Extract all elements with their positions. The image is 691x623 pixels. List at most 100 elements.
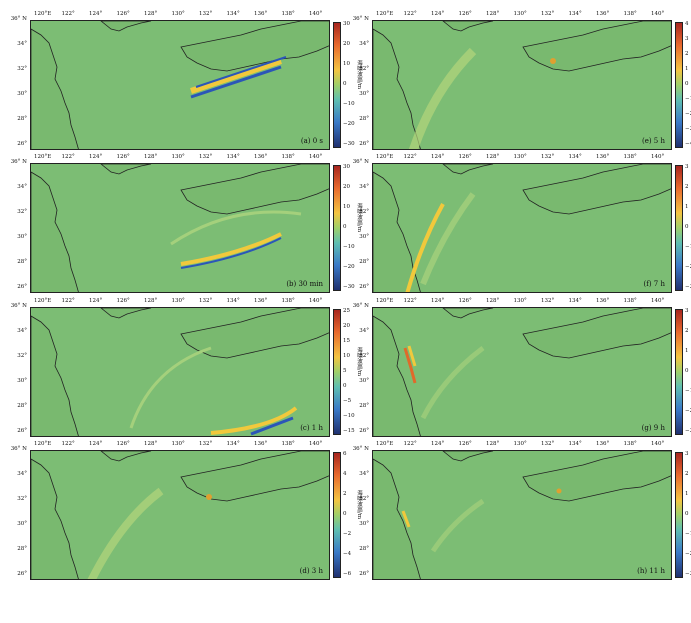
colorbar-tick: −3 bbox=[685, 571, 691, 577]
coastline-japan bbox=[100, 451, 329, 502]
colorbar-tick: 0 bbox=[343, 81, 347, 87]
colorbar-tick: 1 bbox=[685, 348, 689, 354]
colorbar-tick: −3 bbox=[685, 428, 691, 434]
map-panel: (a) 0 s bbox=[30, 20, 330, 150]
y-tick-label: 30° bbox=[17, 521, 27, 527]
x-tick-label: 126° bbox=[458, 441, 472, 447]
colorbar-tick: 10 bbox=[343, 353, 350, 359]
y-tick-label: 36° N bbox=[352, 159, 369, 165]
wave-field bbox=[170, 210, 302, 269]
y-tick-label: 34° bbox=[17, 471, 27, 477]
panel-label: (e) 5 h bbox=[641, 137, 665, 145]
y-tick-label: 26° bbox=[17, 428, 27, 434]
x-tick-label: 124° bbox=[431, 154, 445, 160]
y-tick-label: 30° bbox=[17, 91, 27, 97]
x-tick-label: 136° bbox=[254, 298, 268, 304]
y-tick-label: 28° bbox=[359, 546, 369, 552]
colorbar-tick: 0 bbox=[685, 81, 689, 87]
map-panel: (f) 7 h bbox=[372, 163, 672, 293]
tsunami-map bbox=[373, 164, 671, 292]
y-tick-label: 30° bbox=[359, 521, 369, 527]
x-tick-label: 128° bbox=[144, 11, 158, 17]
panel-label: (d) 3 h bbox=[299, 567, 323, 575]
x-tick-label: 122° bbox=[403, 298, 417, 304]
x-tick-label: 128° bbox=[144, 154, 158, 160]
x-tick-label: 122° bbox=[61, 154, 75, 160]
y-tick-label: 36° N bbox=[10, 159, 27, 165]
colorbar-tick: 0 bbox=[685, 368, 689, 374]
y-tick-label: 34° bbox=[359, 184, 369, 190]
y-tick-label: 34° bbox=[17, 328, 27, 334]
coastline-china bbox=[373, 315, 421, 436]
tsunami-map bbox=[373, 21, 671, 149]
panel-label: (f) 7 h bbox=[643, 280, 665, 288]
colorbar-tick: −2 bbox=[685, 111, 691, 117]
x-tick-label: 120°E bbox=[376, 298, 394, 304]
colorbar-tick: 15 bbox=[343, 338, 350, 344]
coastline-china bbox=[373, 458, 421, 579]
x-tick-label: 136° bbox=[596, 11, 610, 17]
y-tick-label: 26° bbox=[17, 571, 27, 577]
coastline-japan bbox=[442, 164, 671, 215]
colorbar-tick: 10 bbox=[343, 204, 350, 210]
x-tick-label: 128° bbox=[144, 441, 158, 447]
x-tick-label: 130° bbox=[171, 441, 185, 447]
x-tick-label: 120°E bbox=[34, 154, 52, 160]
y-tick-label: 26° bbox=[17, 141, 27, 147]
x-tick-label: 130° bbox=[513, 154, 527, 160]
y-tick-label: 26° bbox=[17, 284, 27, 290]
x-tick-label: 140° bbox=[309, 298, 323, 304]
colorbar-unit: 海啸波高/m bbox=[356, 60, 362, 90]
panel-label: (c) 1 h bbox=[300, 424, 323, 432]
tsunami-map bbox=[31, 308, 329, 436]
colorbar-tick: −2 bbox=[685, 264, 691, 270]
coastline-china bbox=[373, 28, 421, 149]
x-tick-label: 138° bbox=[281, 298, 295, 304]
x-tick-label: 140° bbox=[309, 154, 323, 160]
y-tick-label: 30° bbox=[17, 378, 27, 384]
x-tick-label: 140° bbox=[651, 11, 665, 17]
coastline-china bbox=[31, 171, 79, 292]
x-tick-label: 132° bbox=[541, 298, 555, 304]
colorbar-tick: 3 bbox=[685, 164, 689, 170]
x-tick-label: 138° bbox=[623, 441, 637, 447]
y-tick-label: 36° N bbox=[10, 303, 27, 309]
colorbar-tick: −6 bbox=[343, 571, 352, 577]
colorbar bbox=[333, 165, 341, 291]
y-tick-label: 28° bbox=[17, 546, 27, 552]
tsunami-map bbox=[373, 451, 671, 579]
coastline-china bbox=[31, 28, 79, 149]
x-tick-label: 124° bbox=[431, 11, 445, 17]
y-tick-label: 28° bbox=[359, 116, 369, 122]
y-tick-label: 36° N bbox=[352, 446, 369, 452]
colorbar bbox=[333, 452, 341, 578]
colorbar-tick: −20 bbox=[343, 264, 355, 270]
colorbar bbox=[675, 309, 683, 435]
x-tick-label: 140° bbox=[309, 11, 323, 17]
colorbar-tick: −2 bbox=[343, 531, 352, 537]
colorbar-tick: 2 bbox=[685, 51, 689, 57]
map-panel: (d) 3 h bbox=[30, 450, 330, 580]
x-tick-label: 132° bbox=[199, 298, 213, 304]
wave-field bbox=[401, 488, 562, 553]
y-tick-label: 34° bbox=[17, 41, 27, 47]
y-tick-label: 34° bbox=[359, 41, 369, 47]
y-tick-label: 34° bbox=[359, 471, 369, 477]
map-panel: (e) 5 h bbox=[372, 20, 672, 150]
x-tick-label: 120°E bbox=[34, 441, 52, 447]
coastline-japan bbox=[442, 21, 671, 72]
colorbar-tick: −20 bbox=[343, 121, 355, 127]
x-tick-label: 124° bbox=[89, 298, 103, 304]
y-tick-label: 36° N bbox=[10, 16, 27, 22]
x-tick-label: 128° bbox=[144, 298, 158, 304]
x-tick-label: 136° bbox=[596, 298, 610, 304]
y-tick-label: 32° bbox=[17, 209, 27, 215]
x-tick-label: 120°E bbox=[376, 441, 394, 447]
x-tick-label: 138° bbox=[623, 11, 637, 17]
x-tick-label: 120°E bbox=[376, 154, 394, 160]
colorbar-tick: 20 bbox=[343, 323, 350, 329]
y-tick-label: 26° bbox=[359, 141, 369, 147]
coastline-japan bbox=[442, 451, 671, 502]
colorbar-tick: 0 bbox=[685, 511, 689, 517]
colorbar-tick: 3 bbox=[685, 451, 689, 457]
